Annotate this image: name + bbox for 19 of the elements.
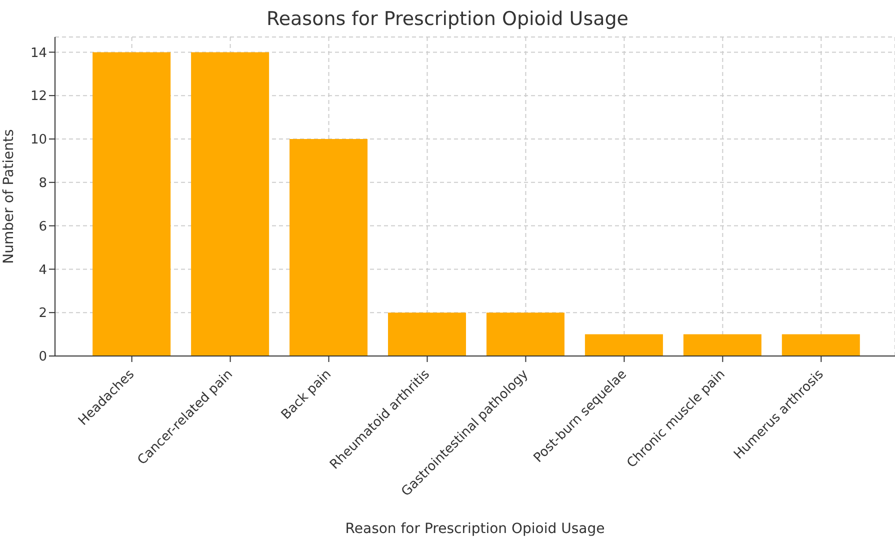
y-tick-label: 8 — [38, 176, 47, 192]
y-tick-label: 10 — [30, 132, 47, 148]
x-axis-title: Reason for Prescription Opioid Usage — [345, 521, 605, 537]
y-tick-label: 6 — [38, 219, 47, 234]
y-axis-title: Number of Patients — [0, 129, 17, 264]
chart-title: Reasons for Prescription Opioid Usage — [266, 8, 630, 30]
bar — [683, 334, 762, 356]
y-tick-label: 4 — [38, 262, 47, 278]
bar — [191, 52, 270, 356]
bar — [290, 138, 368, 356]
bar — [486, 312, 564, 356]
y-tick-label: 12 — [30, 89, 47, 104]
y-tick-label: 0 — [38, 350, 47, 365]
y-tick-label: 2 — [38, 306, 47, 322]
bar — [388, 312, 466, 356]
y-tick-label: 14 — [30, 46, 47, 61]
bar — [584, 334, 663, 356]
bar — [782, 334, 860, 356]
bar — [92, 52, 171, 356]
